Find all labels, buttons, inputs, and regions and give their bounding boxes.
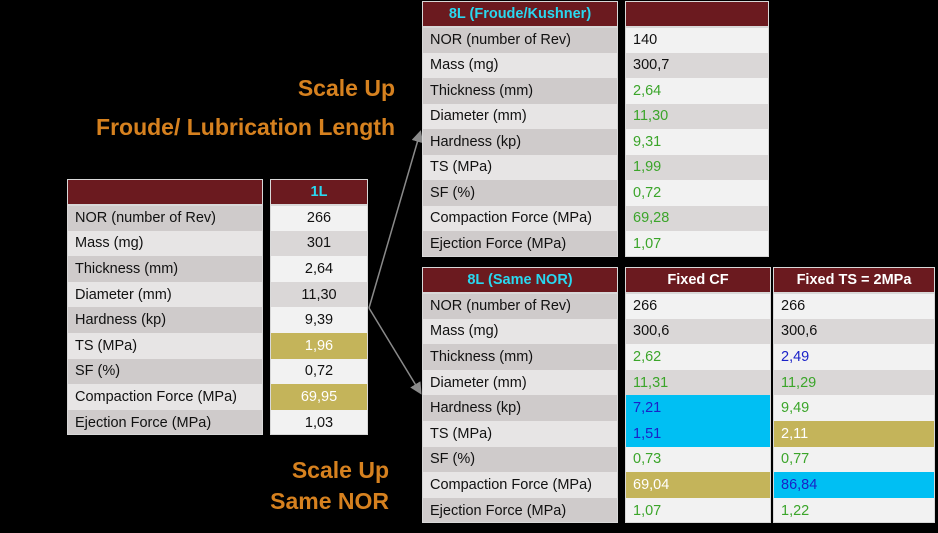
- row-label: SF (%): [422, 446, 618, 473]
- row-label: TS (MPa): [67, 333, 263, 359]
- row-label: TS (MPa): [422, 154, 618, 180]
- arrow-to-same-nor: [368, 307, 422, 395]
- heading-same-nor: Same NOR: [270, 488, 389, 514]
- value-cell: 0,72: [270, 358, 368, 385]
- fixed-cf-header: Fixed CF: [625, 267, 771, 293]
- fixed-cf-cell: 300,6: [625, 318, 771, 345]
- row-label: Hardness (kp): [67, 307, 263, 333]
- row-label: Hardness (kp): [422, 129, 618, 155]
- row-label: Mass (mg): [422, 318, 618, 345]
- table-same-nor-header: 8L (Same NOR): [422, 267, 618, 293]
- table-1l-header: 1L: [270, 179, 368, 205]
- row-label: Compaction Force (MPa): [422, 472, 618, 498]
- table-froude-header: 8L (Froude/Kushner): [422, 1, 618, 27]
- row-label: SF (%): [67, 358, 263, 385]
- fixed-ts-cell: 9,49: [773, 395, 935, 421]
- value-cell: 11,30: [270, 281, 368, 308]
- fixed-cf-cell: 0,73: [625, 446, 771, 473]
- value-cell: 11,30: [625, 103, 769, 129]
- value-cell: 9,31: [625, 129, 769, 155]
- fixed-cf-cell: 11,31: [625, 369, 771, 396]
- fixed-ts-cell: 11,29: [773, 369, 935, 396]
- value-frame: [270, 205, 368, 436]
- fixed-ts-cell: 0,77: [773, 446, 935, 473]
- row-label: Diameter (mm): [422, 369, 618, 396]
- fixed-cf-cell: 69,04: [625, 472, 771, 498]
- value-cell: 1,99: [625, 154, 769, 180]
- row-label: Compaction Force (MPa): [67, 384, 263, 410]
- value-cell: 69,28: [625, 205, 769, 231]
- row-label: Diameter (mm): [67, 281, 263, 308]
- fixed-ts-cell: 266: [773, 293, 935, 319]
- fixed-cf-cell: 1,07: [625, 497, 771, 524]
- row-label: Ejection Force (MPa): [422, 497, 618, 524]
- value-cell: 2,64: [270, 256, 368, 282]
- row-label: Ejection Force (MPa): [422, 231, 618, 257]
- label-frame: [422, 293, 618, 524]
- fixed-ts-cell: 300,6: [773, 318, 935, 345]
- fixed-ts-frame: [773, 293, 935, 524]
- fixed-cf-cell: 266: [625, 293, 771, 319]
- fixed-cf-frame: [625, 293, 771, 524]
- row-label: Hardness (kp): [422, 395, 618, 421]
- row-label: Thickness (mm): [67, 256, 263, 282]
- value-cell: 2,64: [625, 78, 769, 104]
- value-cell: 140: [625, 27, 769, 53]
- fixed-cf-cell: 7,21: [625, 395, 771, 421]
- row-label: Thickness (mm): [422, 344, 618, 370]
- value-cell: 1,03: [270, 409, 368, 436]
- row-label: NOR (number of Rev): [422, 293, 618, 319]
- row-label: TS (MPa): [422, 421, 618, 447]
- heading-froude-lubrication: Froude/ Lubrication Length: [96, 114, 395, 140]
- arrow-to-froude: [368, 130, 424, 309]
- label-frame: [422, 27, 618, 257]
- label-frame: [67, 205, 263, 436]
- fixed-ts-cell: 2,11: [773, 421, 935, 447]
- heading-scale-up-froude: Scale Up: [297, 75, 395, 101]
- table-1l-label-header: [67, 179, 263, 205]
- value-cell: 266: [270, 205, 368, 231]
- fixed-cf-cell: 2,62: [625, 344, 771, 370]
- row-label: Thickness (mm): [422, 78, 618, 104]
- value-frame: [625, 27, 769, 257]
- row-label: Ejection Force (MPa): [67, 409, 263, 436]
- fixed-ts-header: Fixed TS = 2MPa: [773, 267, 935, 293]
- row-label: SF (%): [422, 180, 618, 206]
- value-cell: 301: [270, 230, 368, 257]
- row-label: NOR (number of Rev): [422, 27, 618, 53]
- fixed-cf-cell: 1,51: [625, 421, 771, 447]
- row-label: NOR (number of Rev): [67, 205, 263, 231]
- value-cell: 1,07: [625, 231, 769, 257]
- fixed-ts-cell: 2,49: [773, 344, 935, 370]
- value-cell: 300,7: [625, 52, 769, 78]
- heading-scale-up-nor: Scale Up: [291, 457, 389, 483]
- value-cell: 9,39: [270, 307, 368, 333]
- fixed-ts-cell: 1,22: [773, 497, 935, 524]
- table-froude-value-header: [625, 1, 769, 27]
- row-label: Diameter (mm): [422, 103, 618, 129]
- row-label: Mass (mg): [422, 52, 618, 78]
- row-label: Mass (mg): [67, 230, 263, 257]
- row-label: Compaction Force (MPa): [422, 205, 618, 231]
- value-cell: 69,95: [270, 384, 368, 410]
- value-cell: 0,72: [625, 180, 769, 206]
- fixed-ts-cell: 86,84: [773, 472, 935, 498]
- value-cell: 1,96: [270, 333, 368, 359]
